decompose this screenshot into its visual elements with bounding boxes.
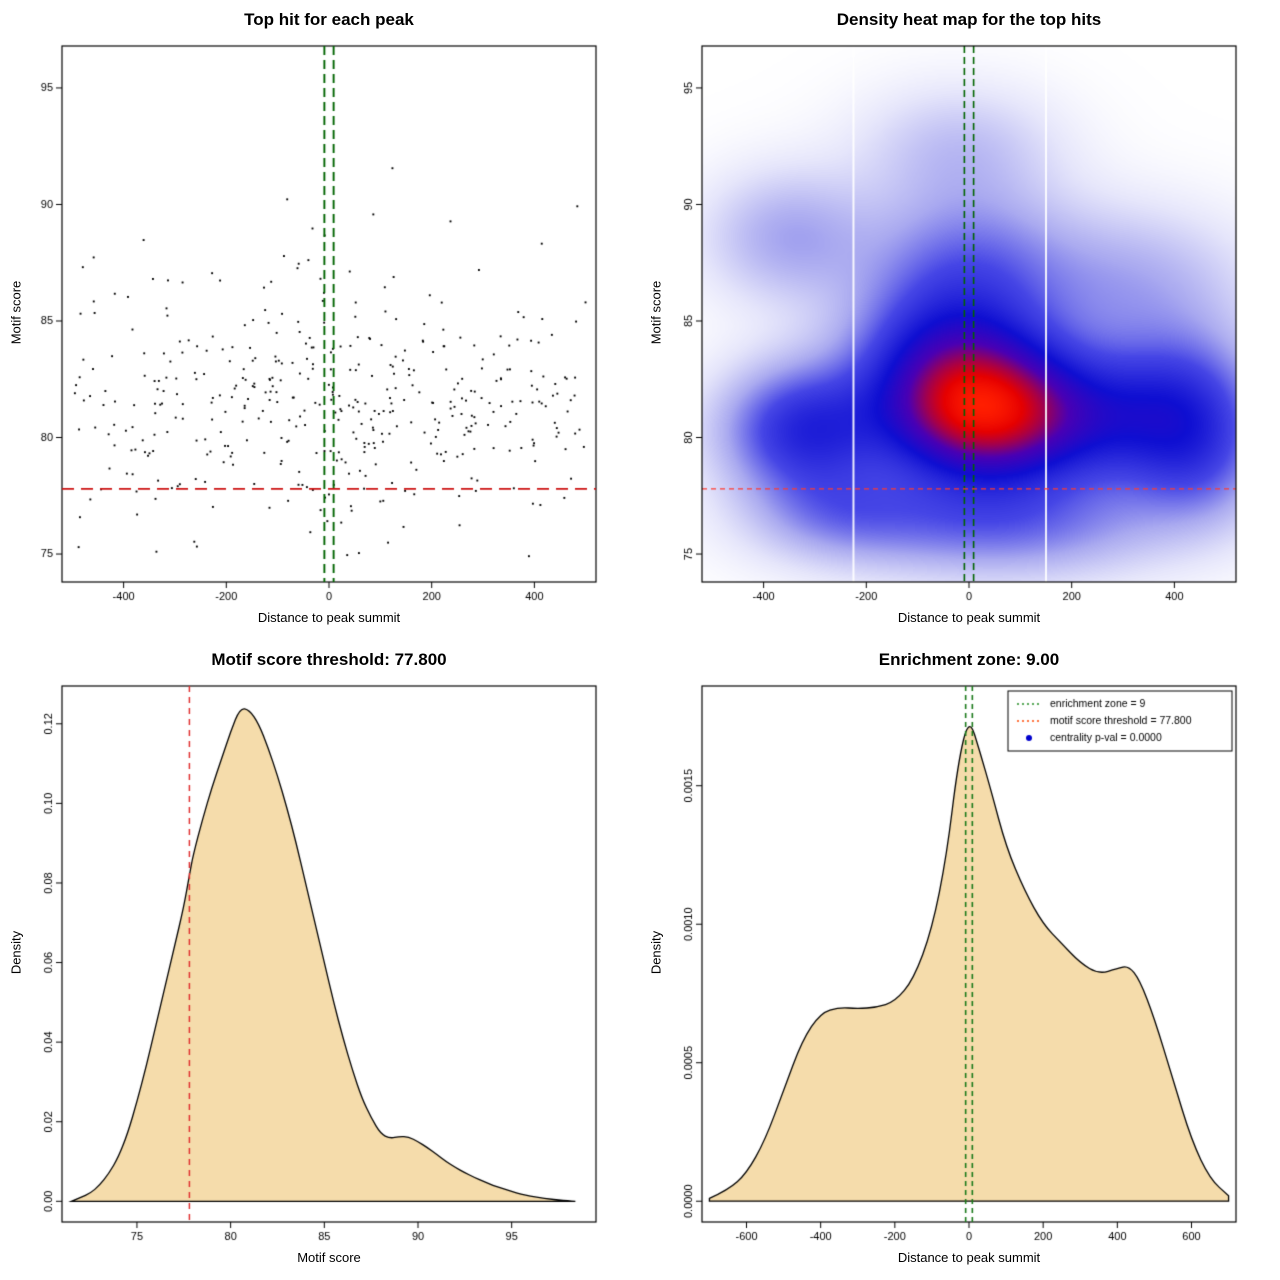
enrichment-zone-density-y-axis-label: Density	[648, 930, 664, 975]
motif-score-density-y-axis-label: Density	[8, 930, 24, 975]
top-hit-scatter-x-axis-label: Distance to peak summit	[257, 610, 401, 625]
motif-score-density-x-axis-label: Motif score	[297, 1250, 361, 1265]
enrichment-zone-density-canvas	[640, 640, 1280, 1280]
panel-motif-score-density: Motif score threshold: 77.800 Motif scor…	[0, 640, 640, 1280]
density-heatmap-y-axis-label: Motif score	[648, 280, 664, 345]
density-heatmap-title: Density heat map for the top hits	[836, 10, 1102, 29]
panel-density-heatmap: Density heat map for the top hits Distan…	[640, 0, 1280, 640]
top-hit-scatter-y-axis-label: Motif score	[8, 280, 24, 345]
density-heatmap-x-axis-label: Distance to peak summit	[897, 610, 1041, 625]
top-hit-scatter-title: Top hit for each peak	[244, 10, 414, 29]
top-hit-scatter-canvas	[0, 0, 640, 640]
motif-score-density-title: Motif score threshold: 77.800	[211, 650, 447, 669]
panel-enrichment-zone-density: Enrichment zone: 9.00 Distance to peak s…	[640, 640, 1280, 1280]
panel-top-hit-scatter: Top hit for each peak Distance to peak s…	[0, 0, 640, 640]
enrichment-zone-density-x-axis-label: Distance to peak summit	[897, 1250, 1041, 1265]
density-heatmap-canvas	[640, 0, 1280, 640]
enrichment-zone-density-title: Enrichment zone: 9.00	[878, 650, 1060, 669]
motif-score-density-canvas	[0, 640, 640, 1280]
